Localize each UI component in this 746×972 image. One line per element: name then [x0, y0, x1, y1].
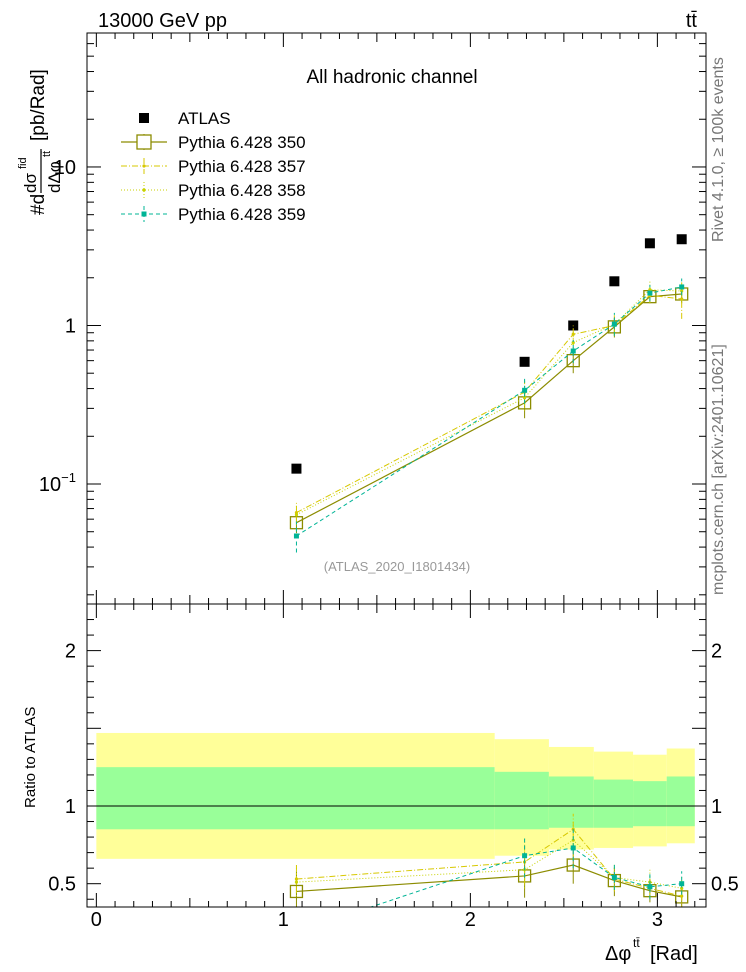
- ratio-y-tick-label-left: 2: [65, 641, 76, 663]
- main-ylabel-denominator: dΔφ: [45, 161, 64, 193]
- axes: 0 1 2 3 10−1 1 10 0.5 0.5 1 1 2 2: [39, 32, 739, 931]
- legend-label: Pythia 6.428 350: [178, 133, 306, 152]
- ratio-y-tick-label-right: 2: [711, 641, 722, 663]
- series-line-p350: [296, 293, 682, 524]
- energy-label: 13000 GeV pp: [98, 10, 227, 32]
- xlabel-sup: tt̄: [633, 936, 640, 950]
- band-inner: [633, 781, 667, 827]
- main-plot-area: [289, 234, 689, 553]
- ratio-plot-area: [289, 813, 689, 934]
- xlabel-base: Δφ: [605, 943, 631, 965]
- ratio-y-tick-label-right: 0.5: [711, 874, 739, 896]
- series-line-p359: [296, 286, 682, 537]
- marker-p359: [570, 845, 576, 851]
- marker-p358: [680, 886, 684, 890]
- marker-data: [676, 234, 687, 245]
- marker-p359: [611, 874, 617, 880]
- series-line-p357: [296, 294, 682, 514]
- marker-data: [644, 238, 655, 249]
- marker-p358: [294, 880, 299, 884]
- analysis-watermark: (ATLAS_2020_I1801434): [324, 559, 470, 574]
- series-line-p357: [296, 828, 682, 897]
- band-inner: [548, 776, 594, 828]
- process-label: tt̄: [686, 10, 698, 32]
- main-y-tick-label: 1: [65, 315, 76, 337]
- marker-data: [291, 463, 302, 474]
- marker-p358: [680, 289, 684, 293]
- marker-p359: [294, 929, 299, 934]
- marker-p357: [294, 877, 299, 881]
- ratio-y-tick-label-left: 0.5: [48, 874, 76, 896]
- legend-marker-p350: [136, 134, 152, 150]
- marker-p359: [611, 321, 617, 327]
- legend-label: Pythia 6.428 359: [178, 205, 306, 224]
- marker-p359: [647, 884, 653, 890]
- marker-p359: [522, 387, 528, 393]
- marker-p358: [294, 513, 299, 517]
- marker-p358: [571, 838, 575, 842]
- legend: ATLAS Pythia 6.428 350 Pythia 6.428 357 Pyt…: [121, 109, 306, 224]
- legend-marker-data: [139, 113, 149, 123]
- band-inner: [593, 779, 634, 828]
- main-title: All hadronic channel: [306, 67, 477, 88]
- ratio-frame: [86, 603, 707, 908]
- main-ylabel-numerator: dσ: [21, 173, 40, 193]
- legend-label: ATLAS: [178, 109, 231, 128]
- x-tick-label: 3: [652, 909, 663, 931]
- marker-p350: [289, 884, 304, 899]
- marker-p357: [680, 297, 684, 301]
- main-ylabel-den-sup: tt̄: [41, 151, 53, 157]
- marker-p358: [648, 288, 652, 292]
- main-y-tick-label: 10−1: [39, 470, 76, 496]
- main-ylabel-unit: [pb/Rad]: [28, 69, 49, 141]
- legend-label: Pythia 6.428 358: [178, 181, 306, 200]
- band-inner: [96, 767, 495, 830]
- series-line-p359: [369, 847, 682, 907]
- marker-p359: [522, 853, 528, 859]
- main-ylabel-num-sup: fid: [17, 157, 29, 169]
- x-tick-label: 2: [465, 909, 476, 931]
- main-ylabel-prefix: #d: [28, 194, 49, 215]
- marker-p358: [523, 396, 527, 400]
- xlabel-unit: [Rad]: [650, 943, 698, 965]
- legend-marker-p357: [142, 164, 146, 168]
- marker-data: [609, 276, 620, 287]
- band-inner: [666, 776, 695, 827]
- main-ylabel: #d dσ fid dΔφ tt̄ [pb/Rad]: [17, 69, 64, 215]
- marker-p359: [570, 348, 576, 354]
- legend-label: Pythia 6.428 357: [178, 157, 306, 176]
- x-axis-label: Δφ tt̄ [Rad]: [605, 936, 698, 965]
- band-inner: [494, 771, 549, 830]
- series-line-p358: [296, 289, 682, 516]
- marker-p357: [571, 332, 575, 336]
- x-tick-label: 0: [91, 909, 102, 931]
- legend-marker-p358: [142, 188, 146, 192]
- ratio-uncertainty-bands: [96, 732, 695, 859]
- x-tick-label: 1: [278, 909, 289, 931]
- main-y-tick-label: 10: [54, 157, 76, 179]
- ratio-ylabel: Ratio to ATLAS: [22, 707, 39, 808]
- ratio-y-tick-label-left: 1: [65, 796, 76, 818]
- marker-p359: [679, 284, 685, 290]
- ratio-y-tick-label-right: 1: [711, 796, 722, 818]
- marker-p359: [293, 533, 299, 539]
- mcplots-label: mcplots.cern.ch [arXiv:2401.10621]: [710, 344, 727, 595]
- marker-data: [519, 356, 530, 367]
- marker-p358: [571, 340, 575, 345]
- rivet-label: Rivet 4.1.0, ≥ 100k events: [710, 57, 727, 242]
- marker-p359: [679, 881, 685, 887]
- legend-marker-p359: [141, 211, 147, 217]
- series-line-p350: [296, 864, 682, 898]
- marker-p359: [647, 290, 653, 296]
